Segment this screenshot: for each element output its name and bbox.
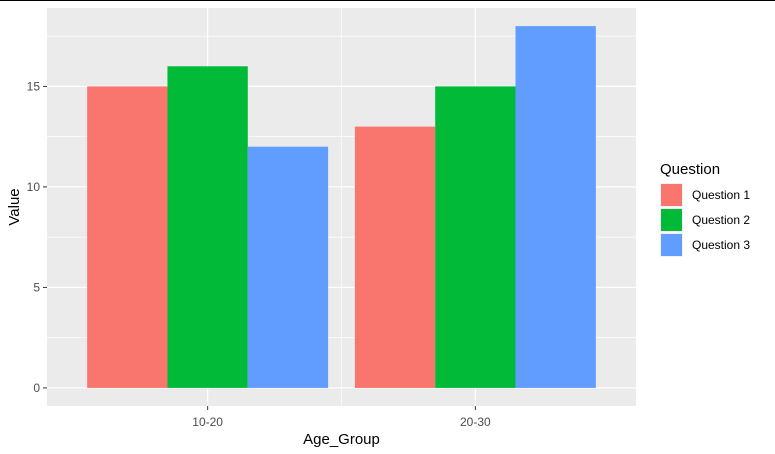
y-tick-label: 0 xyxy=(33,381,40,395)
bar-question-1-20-30 xyxy=(354,126,436,388)
y-tick-label: 5 xyxy=(33,280,40,294)
y-axis-title: Value xyxy=(6,188,23,225)
legend-swatch-question-1 xyxy=(661,184,682,206)
x-axis: 10-20 20-30 xyxy=(192,406,491,429)
x-tick-label: 10-20 xyxy=(192,415,223,429)
x-tick-label: 20-30 xyxy=(460,415,491,429)
y-tick-label: 15 xyxy=(27,79,41,93)
top-border-line xyxy=(0,0,775,1)
bar-question-3-20-30 xyxy=(515,26,596,388)
legend-swatch-question-3 xyxy=(661,234,682,256)
legend-title: Question xyxy=(660,161,720,178)
legend-label: Question 2 xyxy=(692,213,750,227)
legend-label: Question 3 xyxy=(692,238,750,252)
legend: Question Question 1 Question 2 Question 3 xyxy=(660,161,750,257)
x-axis-title: Age_Group xyxy=(303,431,380,448)
legend-swatch-question-2 xyxy=(661,209,682,231)
bar-question-3-10-20 xyxy=(247,146,329,388)
bars xyxy=(87,26,596,388)
bar-question-1-10-20 xyxy=(87,86,168,388)
bar-question-2-20-30 xyxy=(435,86,516,388)
y-axis: 0 5 10 15 xyxy=(27,79,47,395)
bar-question-2-10-20 xyxy=(167,66,248,388)
legend-label: Question 1 xyxy=(692,188,750,202)
y-tick-label: 10 xyxy=(27,180,41,194)
